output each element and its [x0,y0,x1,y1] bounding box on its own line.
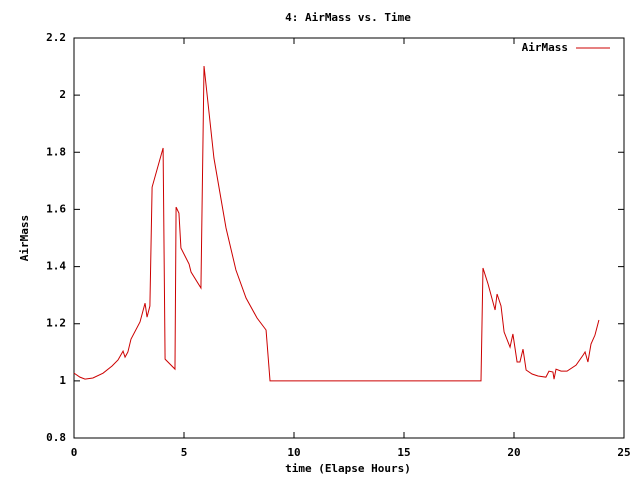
y-axis-label: AirMass [18,215,31,261]
y-tick-label: 1 [59,374,66,387]
y-tick-label: 1.4 [46,260,66,273]
chart-title: 4: AirMass vs. Time [285,11,411,24]
x-tick-label: 15 [397,446,410,459]
legend-label: AirMass [522,41,568,54]
y-tick-label: 2.2 [46,31,66,44]
x-tick-label: 5 [181,446,188,459]
y-tick-label: 2 [59,88,66,101]
data-line [73,65,600,382]
x-tick-label: 0 [71,446,78,459]
plot-border [73,37,625,439]
y-tick-label: 1.2 [46,317,66,330]
y-tick-label: 1.8 [46,145,66,158]
y-tick-label: 1.6 [46,202,66,215]
x-axis-label: time (Elapse Hours) [285,462,411,475]
x-tick-label: 25 [617,446,630,459]
x-tick-label: 20 [507,446,520,459]
y-tick-label: 0.8 [46,431,66,444]
x-tick-label: 10 [287,446,300,459]
